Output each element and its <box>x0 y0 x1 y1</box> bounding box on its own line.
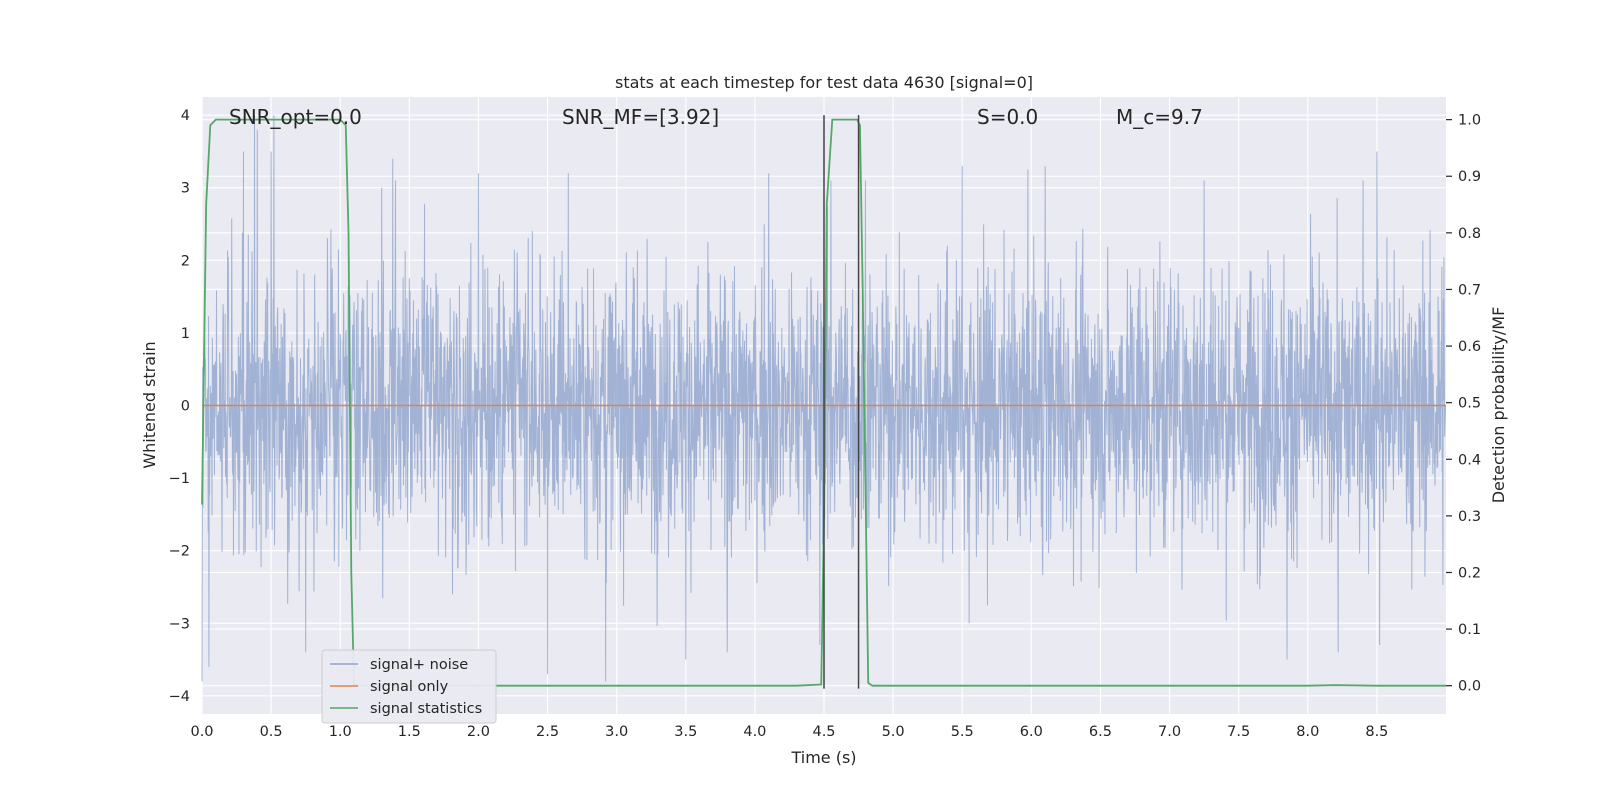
y-tick-label: 4 <box>181 108 190 124</box>
x-tick-label: 0.5 <box>260 724 283 740</box>
marker-lines <box>823 115 860 689</box>
y-tick-label: 2 <box>181 253 190 269</box>
y2-tick-label: 0.8 <box>1458 226 1481 242</box>
legend: signal+ noise signal only signal statist… <box>321 649 497 724</box>
y2-tick-label: 0.6 <box>1458 339 1481 355</box>
x-axis-label: Time (s) <box>790 748 856 767</box>
x-tick-label: 3.5 <box>674 724 697 740</box>
x-axis-ticks: 0.0 0.5 1.0 1.5 2.0 2.5 3.0 3.5 4.0 4.5 5.0 5.5 6.0 6… <box>190 724 1388 740</box>
x-tick-label: 8.0 <box>1296 724 1319 740</box>
y-tick-label: 0 <box>181 399 190 415</box>
annotation-snr-opt: SNR_opt=0.0 <box>229 105 362 129</box>
legend-box <box>321 649 497 724</box>
y2-tick-label: 0.7 <box>1458 282 1481 298</box>
x-tick-label: 4.5 <box>812 724 835 740</box>
x-tick-label: 4.0 <box>743 724 766 740</box>
x-tick-label: 1.0 <box>329 724 352 740</box>
y-tick-label: 1 <box>181 326 190 342</box>
signal-statistics-series <box>201 118 1446 687</box>
y-tick-label: 3 <box>181 181 190 197</box>
x-tick-label: 1.5 <box>398 724 421 740</box>
x-tick-label: 3.0 <box>605 724 628 740</box>
x-tick-label: 6.5 <box>1089 724 1112 740</box>
chart-title: stats at each timestep for test data 463… <box>615 73 1033 92</box>
y-tick-label: −1 <box>169 471 190 487</box>
x-tick-label: 5.5 <box>951 724 974 740</box>
y2-tick-label: 0.9 <box>1458 169 1481 185</box>
signal-statistics-line <box>201 118 1446 687</box>
y2-tick-label: 0.0 <box>1458 679 1481 695</box>
legend-label-statistics: signal statistics <box>370 701 482 717</box>
y2-tick-label: 0.1 <box>1458 622 1481 638</box>
x-tick-label: 6.0 <box>1020 724 1043 740</box>
annotation-snr-mf: SNR_MF=[3.92] <box>562 105 719 129</box>
x-tick-label: 7.0 <box>1158 724 1181 740</box>
annotation-mc: M_c=9.7 <box>1116 105 1203 129</box>
legend-label-noise: signal+ noise <box>370 657 468 673</box>
annotations: SNR_opt=0.0 SNR_MF=[3.92] S=0.0 M_c=9.7 <box>229 105 1203 129</box>
y-tick-label: −3 <box>169 616 190 632</box>
annotation-s: S=0.0 <box>977 105 1038 129</box>
x-tick-label: 2.0 <box>467 724 490 740</box>
y-axis-ticks: −4 −3 −2 −1 0 1 2 3 4 <box>169 108 190 705</box>
x-tick-label: 8.5 <box>1365 724 1388 740</box>
y2-tick-label: 0.3 <box>1458 509 1481 525</box>
y-axis-label: Whitened strain <box>140 341 159 468</box>
y2-tick-label: 0.2 <box>1458 565 1481 581</box>
x-tick-label: 2.5 <box>536 724 559 740</box>
x-tick-label: 5.0 <box>882 724 905 740</box>
y2-axis-label: Detection probability/MF <box>1489 307 1508 504</box>
y2-axis-ticks: 0.0 0.1 0.2 0.3 0.4 0.5 0.6 0.7 0.8 0.9 1.0 <box>1446 113 1481 695</box>
y2-tick-label: 1.0 <box>1458 113 1481 129</box>
y2-tick-label: 0.4 <box>1458 452 1481 468</box>
y2-tick-label: 0.5 <box>1458 396 1481 412</box>
x-tick-label: 7.5 <box>1227 724 1250 740</box>
y-tick-label: −4 <box>169 689 190 705</box>
y-tick-label: −2 <box>169 544 190 560</box>
legend-label-signal: signal only <box>370 679 449 695</box>
x-tick-label: 0.0 <box>190 724 213 740</box>
